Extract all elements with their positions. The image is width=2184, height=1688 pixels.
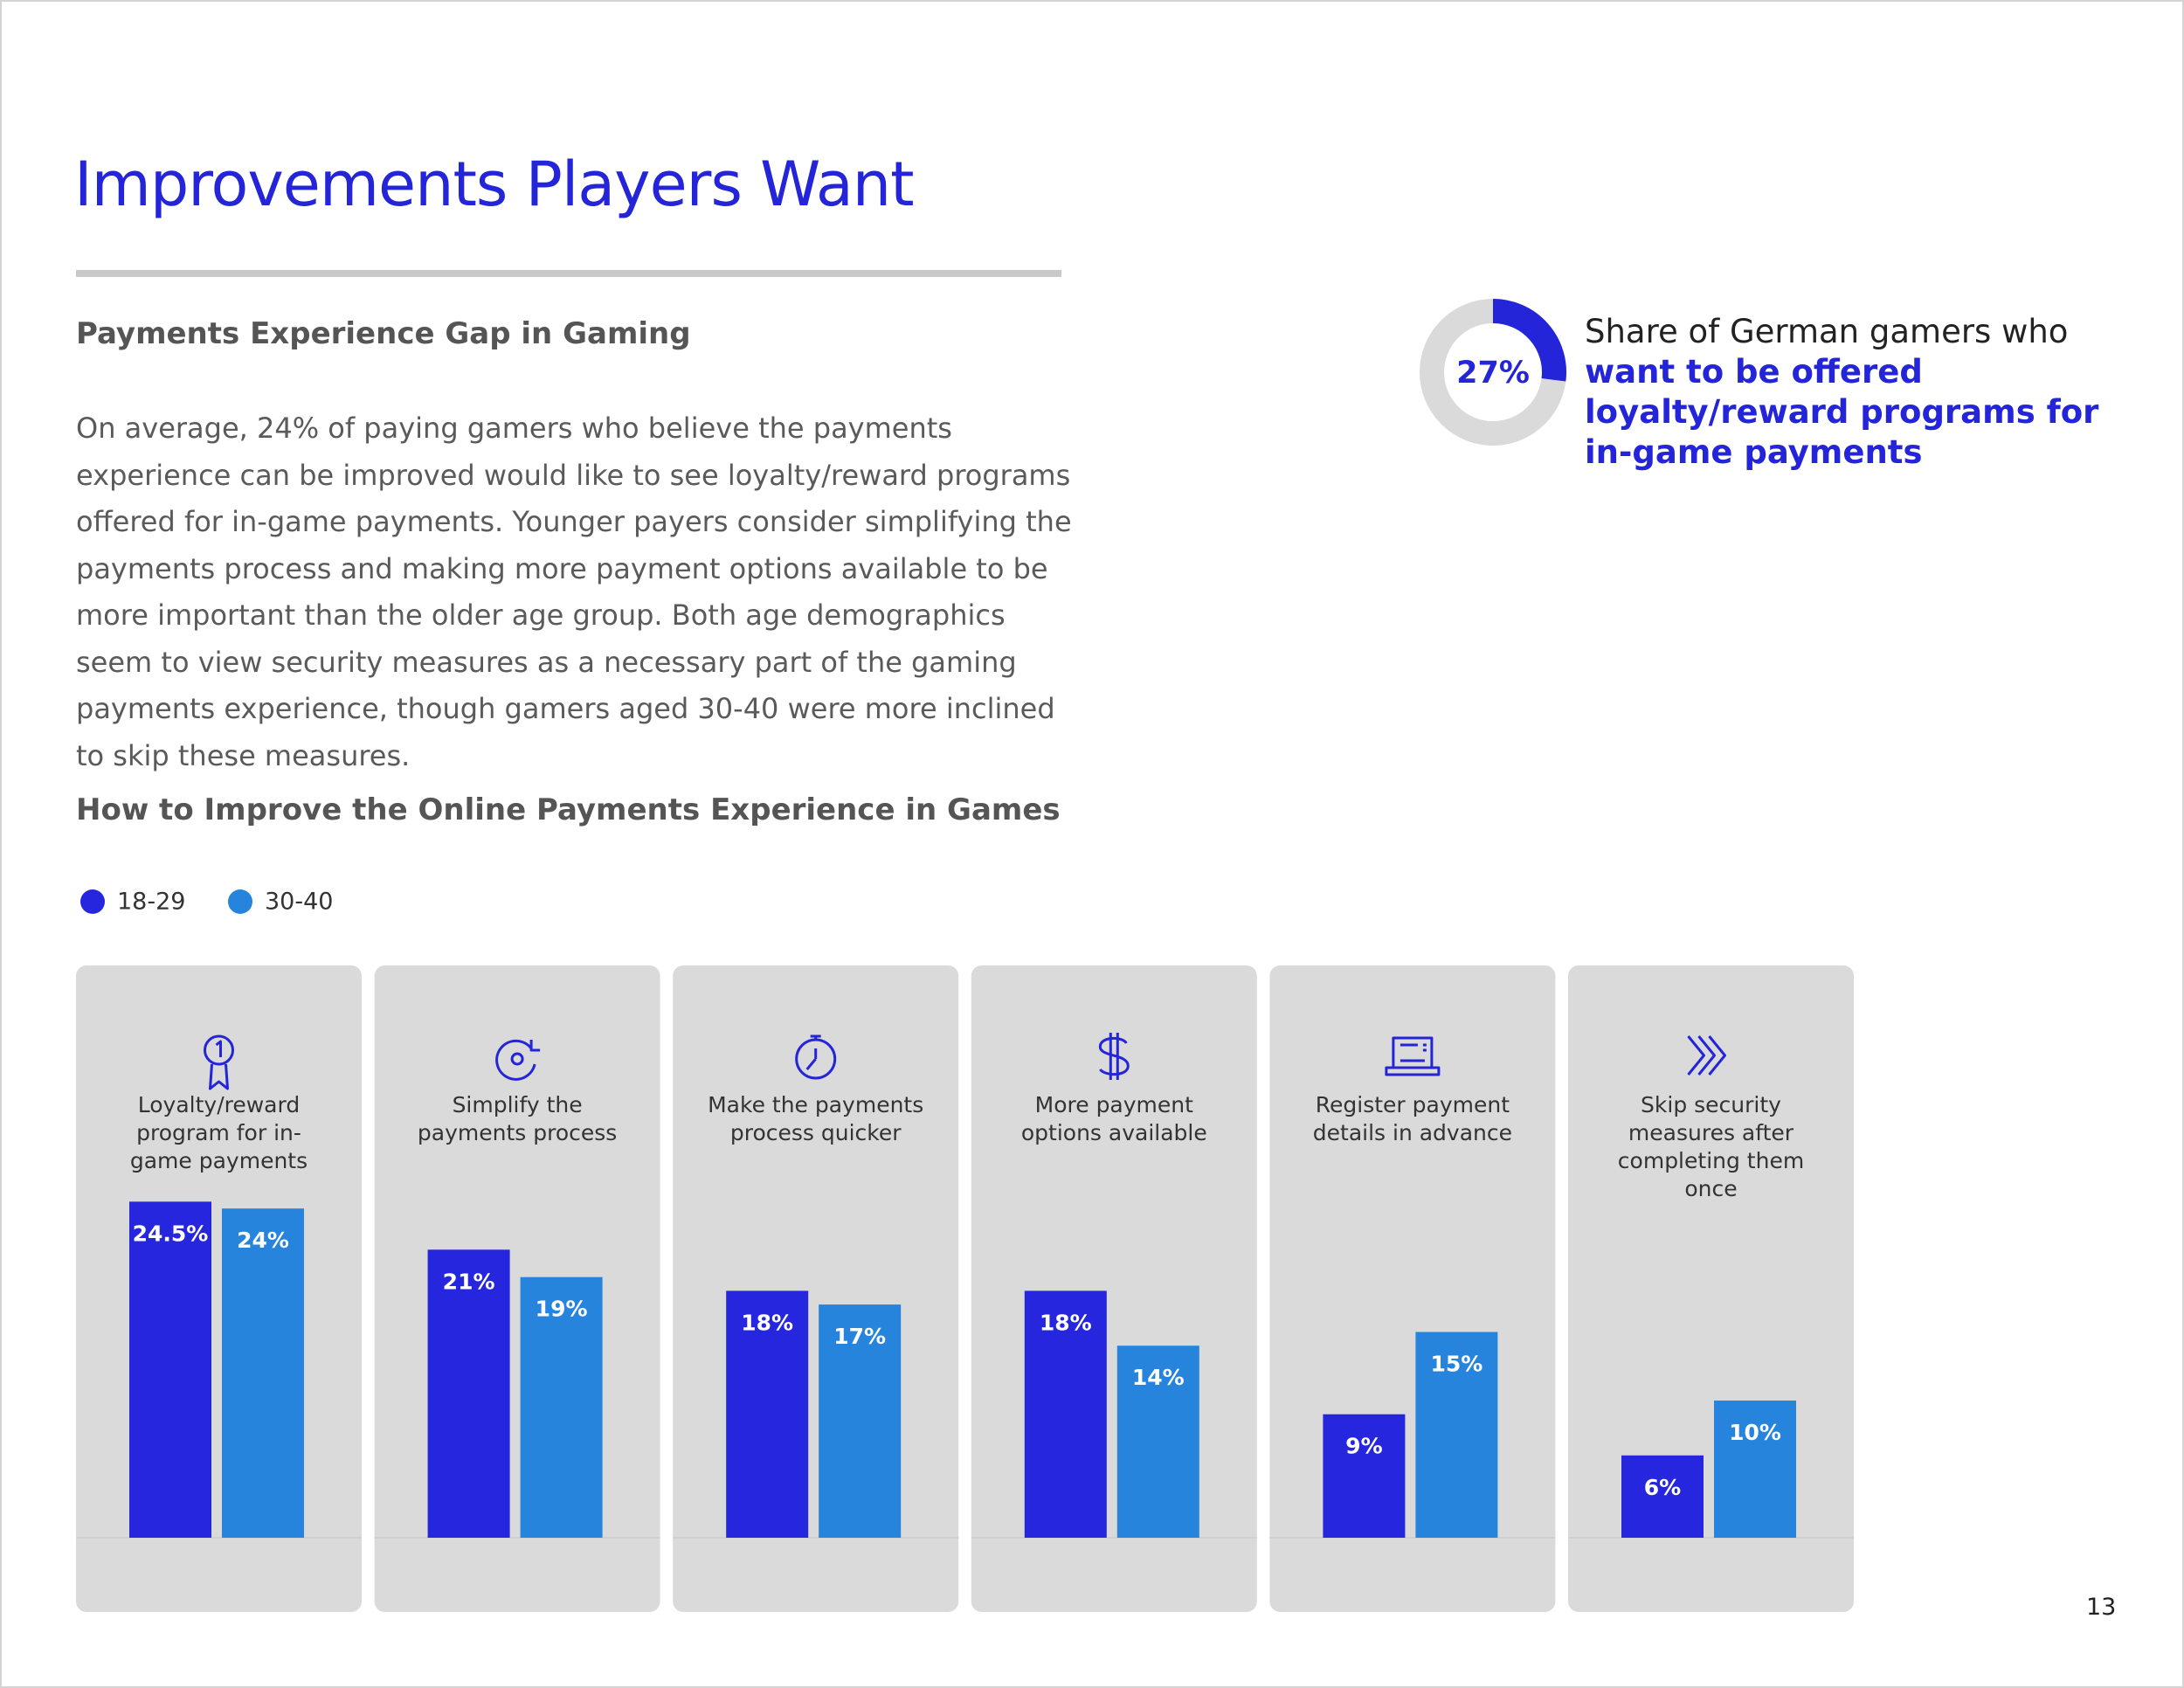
value-label: 6% (1644, 1475, 1681, 1500)
value-label: 18% (1040, 1310, 1092, 1335)
donut-arc (1492, 299, 1566, 382)
donut-label: 27% (1456, 356, 1530, 391)
category-label: Register payment details in advance (1312, 1092, 1513, 1145)
category-label: Make the payments process quicker (708, 1092, 924, 1145)
category-icon (795, 1034, 837, 1080)
bar (1415, 1332, 1498, 1538)
value-label: 21% (443, 1269, 495, 1294)
panel (1269, 965, 1556, 1612)
category-label: More payment options available (1020, 1092, 1207, 1145)
divider (76, 270, 1061, 277)
category-icon (1687, 1035, 1726, 1076)
page-title: Improvements Players Want (74, 149, 915, 220)
bar (1714, 1401, 1796, 1538)
bar (1116, 1346, 1199, 1538)
value-label: 24.5% (133, 1221, 209, 1246)
category-label: Simplify the payments process (417, 1092, 618, 1145)
value-label: 14% (1132, 1365, 1185, 1390)
stat-lead: Share of German gamers who (1585, 313, 2069, 350)
bar (726, 1290, 809, 1538)
chart-title: How to Improve the Online Payments Exper… (76, 792, 1061, 827)
bar (1323, 1414, 1406, 1538)
value-label: 15% (1430, 1352, 1482, 1377)
page-number: 13 (2086, 1594, 2117, 1621)
bar (222, 1208, 304, 1538)
stat-text: Share of German gamers who want to be of… (1585, 312, 2109, 473)
legend-swatch (228, 889, 252, 914)
value-label: 17% (833, 1324, 886, 1349)
category-icon (204, 1034, 234, 1090)
stat-highlight: want to be offered loyalty/reward progra… (1585, 353, 2099, 471)
bar (129, 1201, 211, 1538)
legend-label: 30-40 (265, 889, 333, 916)
legend-swatch (80, 889, 105, 914)
category-label: Loyalty/reward program for in-game payme… (129, 1092, 308, 1173)
category-icon (1385, 1036, 1441, 1076)
panel (673, 965, 959, 1612)
bar (1621, 1455, 1704, 1538)
value-label: 10% (1729, 1420, 1781, 1445)
bar (819, 1304, 902, 1538)
legend-label: 18-29 (117, 889, 185, 916)
category-icon (1098, 1033, 1130, 1080)
category-label: Skip security measures after completing … (1617, 1092, 1805, 1201)
panel (374, 965, 660, 1612)
value-label: 9% (1345, 1434, 1382, 1459)
value-label: 18% (741, 1310, 793, 1335)
panel (76, 965, 362, 1612)
section-heading: Payments Experience Gap in Gaming (76, 316, 691, 351)
panel (1568, 965, 1854, 1612)
value-label: 24% (237, 1228, 289, 1253)
bar (427, 1249, 510, 1538)
panel (971, 965, 1257, 1612)
section-body: On average, 24% of paying gamers who bel… (76, 412, 1072, 772)
category-icon (495, 1039, 541, 1081)
bar (1024, 1290, 1107, 1538)
value-label: 19% (536, 1297, 588, 1322)
bar (520, 1276, 603, 1538)
